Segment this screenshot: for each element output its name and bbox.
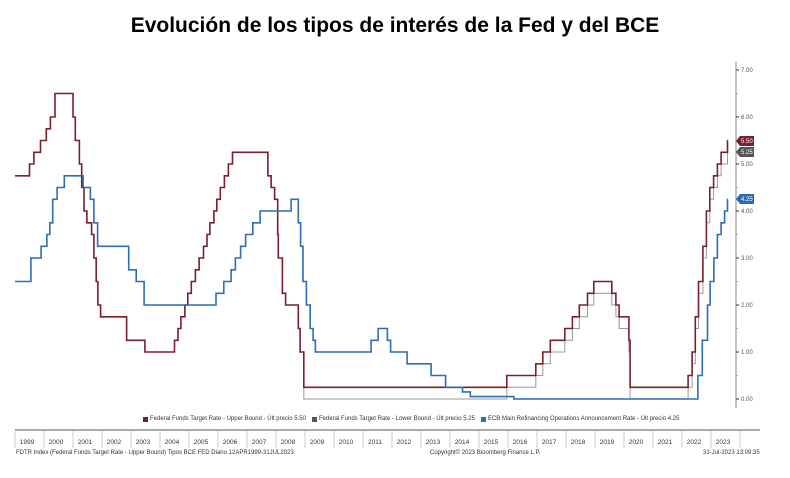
y-tick-label: 1.00 xyxy=(741,350,753,356)
chart-title: Evolución de los tipos de interés de la … xyxy=(130,14,660,37)
x-tick-label: 2010 xyxy=(339,439,354,446)
x-tick-label: 2022 xyxy=(687,439,702,446)
x-tick-label: 2023 xyxy=(716,439,731,446)
x-tick-label: 2006 xyxy=(223,439,238,446)
legend-swatch xyxy=(480,416,486,422)
y-tick-label: 7.00 xyxy=(741,68,753,74)
legend-item-ecb: ECB Main Refinancing Operations Announce… xyxy=(480,416,680,422)
x-tick-label: 1999 xyxy=(20,439,35,446)
last-value-tag xyxy=(736,147,754,157)
legend-label: ECB Main Refinancing Operations Announce… xyxy=(487,416,680,422)
x-tick-label: 2012 xyxy=(397,439,412,446)
x-tick-label: 2021 xyxy=(658,439,673,446)
last-value-tag xyxy=(736,194,754,204)
x-tick-label: 2020 xyxy=(629,439,644,446)
x-tick-label: 2018 xyxy=(571,439,586,446)
y-tick-label: 4.00 xyxy=(741,209,753,215)
footer-copyright: Copyright© 2023 Bloomberg Finance L.P. xyxy=(430,450,541,456)
x-tick-label: 2017 xyxy=(542,439,557,446)
legend-label: Federal Funds Target Rate - Upper Bound … xyxy=(150,416,306,422)
footer-timestamp: 31-Jul-2023 13:09:35 xyxy=(703,450,760,456)
x-tick-label: 2014 xyxy=(455,439,470,446)
x-tick-label: 2011 xyxy=(368,439,382,446)
x-tick-label: 2007 xyxy=(252,439,267,446)
y-tick-label: 0.00 xyxy=(741,397,753,403)
x-tick-label: 2008 xyxy=(281,439,296,446)
y-tick-label: 2.00 xyxy=(741,303,753,309)
legend: Federal Funds Target Rate - Upper Bound … xyxy=(143,416,679,422)
x-tick-label: 2013 xyxy=(426,439,441,446)
legend-swatch xyxy=(311,416,317,422)
legend-swatch xyxy=(143,416,148,422)
x-tick-label: 2001 xyxy=(78,439,93,446)
y-tick-label: 6.00 xyxy=(741,115,753,121)
x-tick-label: 2016 xyxy=(513,439,528,446)
series-ecb-refi-rate xyxy=(15,175,729,400)
last-value-tag xyxy=(736,136,754,146)
legend-label: Federal Funds Target Rate - Lower Bound … xyxy=(318,416,475,422)
x-tick-label: 2015 xyxy=(484,439,499,446)
legend-item-fed-lower: Federal Funds Target Rate - Lower Bound … xyxy=(311,416,475,422)
x-tick-label: 2019 xyxy=(600,439,615,446)
legend-item-fed-upper: Federal Funds Target Rate - Upper Bound … xyxy=(143,416,306,422)
last-value-label: 4.25 xyxy=(741,197,753,203)
series-fed-upper-bound xyxy=(15,92,729,389)
last-value-label: 5.50 xyxy=(741,139,753,145)
y-tick-label: 5.00 xyxy=(741,162,753,168)
x-tick-label: 2003 xyxy=(136,439,151,446)
footer-source: FDTR Index (Federal Funds Target Rate - … xyxy=(16,450,294,456)
x-tick-label: 2004 xyxy=(165,439,180,446)
x-tick-label: 2005 xyxy=(194,439,209,446)
last-value-label: 5.25 xyxy=(741,150,753,156)
x-tick-label: 2000 xyxy=(49,439,64,446)
x-tick-label: 2002 xyxy=(107,439,122,446)
x-tick-label: 2009 xyxy=(310,439,325,446)
y-tick-label: 3.00 xyxy=(741,256,753,262)
